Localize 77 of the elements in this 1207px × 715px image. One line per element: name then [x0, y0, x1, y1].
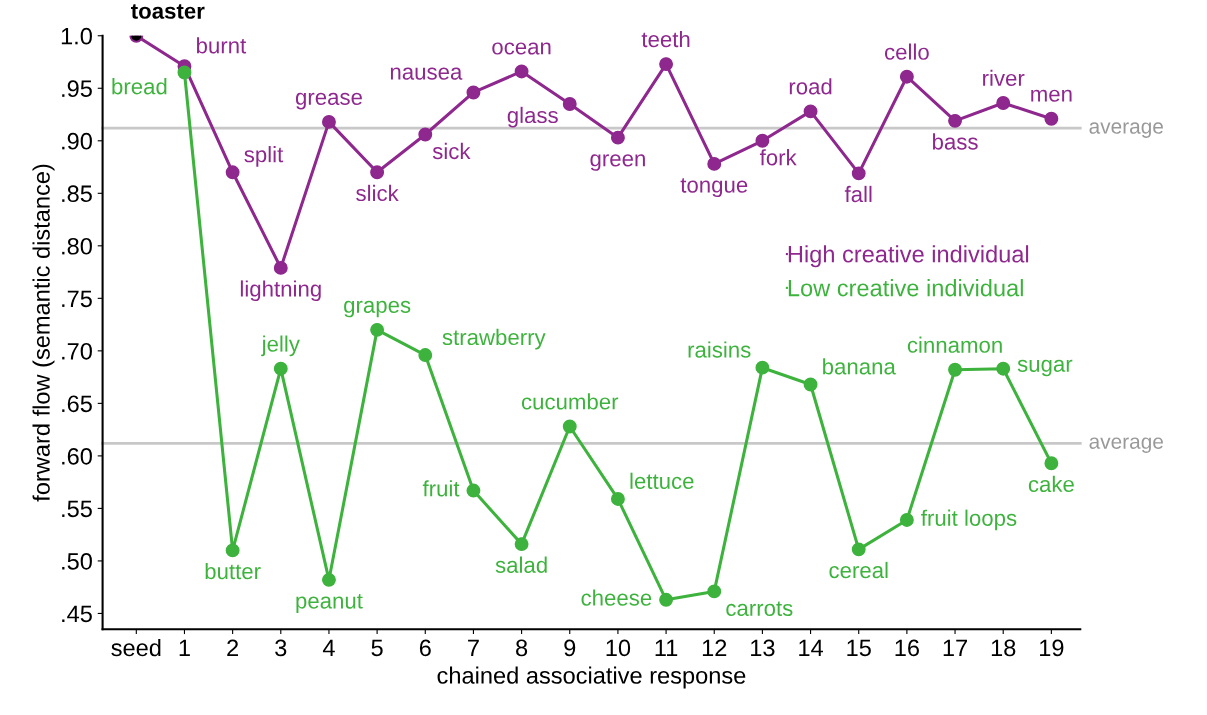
annotation: cello [884, 43, 929, 60]
x-tick-label: 5 [371, 639, 383, 657]
annotation: slick [356, 184, 399, 202]
legend-label: High creative individual [788, 245, 1029, 268]
annotation: fruit [422, 480, 460, 497]
x-tick-label: seed [111, 638, 161, 657]
x-tick-label: 6 [419, 639, 431, 657]
y-tick-label: .65 [62, 395, 92, 413]
x-tick-label: 1 [179, 639, 190, 657]
annotation: strawberry [442, 328, 546, 350]
annotation: tongue [680, 178, 748, 198]
annotation: cereal [829, 561, 888, 579]
x-tick-label: 10 [606, 639, 631, 657]
annotation: ocean [492, 42, 551, 55]
y-tick-label: .85 [62, 185, 92, 203]
y-tick-label: .55 [62, 500, 92, 518]
x-tick-label: 18 [991, 639, 1016, 657]
x-tick-label: 13 [751, 639, 775, 657]
annotation: banana [823, 358, 896, 375]
annotation: grapes [344, 300, 411, 318]
annotation: jelly [261, 335, 300, 357]
annotation: lettuce [630, 472, 694, 490]
x-tick-label: 8 [516, 639, 528, 657]
annotation: lightning [240, 280, 321, 302]
y-axis-title: forward flow (semantic distance) [32, 164, 55, 502]
annotation: teeth [641, 30, 690, 48]
y-tick-label: .70 [62, 342, 92, 360]
annotation: sick [432, 142, 471, 160]
y-tick-label: .60 [62, 447, 92, 465]
annotation: cinnamon [907, 336, 1002, 353]
x-tick-label: 12 [702, 639, 727, 657]
annotation: cucumber [521, 393, 619, 410]
annotation: peanut [296, 594, 363, 614]
x-tick-label: 19 [1040, 639, 1064, 657]
annotation: toaster [131, 4, 205, 19]
y-tick-label: .45 [62, 605, 92, 623]
y-tick-label: 1.0 [61, 27, 92, 45]
annotation: grease [295, 92, 362, 110]
x-axis-title: chained associative response [437, 666, 746, 689]
annotation: river [983, 69, 1025, 87]
y-tick-label: .80 [62, 237, 92, 255]
y-tick-label: .95 [62, 80, 92, 98]
annotation: bass [933, 133, 978, 150]
x-tick-label: 7 [468, 639, 479, 657]
annotation: fork [759, 149, 797, 166]
annotation: raisins [688, 341, 751, 358]
y-tick-label: .50 [62, 553, 92, 570]
annotation: fruit loops [921, 509, 1017, 531]
annotation: nausea [390, 67, 463, 80]
annotation: men [1031, 89, 1072, 102]
annotation: green [590, 154, 645, 171]
x-tick-label: 15 [847, 639, 871, 657]
annotation: road [789, 78, 832, 95]
annotation: glass [507, 106, 558, 128]
annotation: bread [112, 78, 167, 95]
x-tick-label: 14 [799, 639, 823, 657]
annotation: fall [844, 185, 872, 203]
annotation: split [244, 146, 284, 167]
x-tick-label: 4 [322, 639, 335, 657]
x-tick-label: 17 [943, 639, 967, 657]
annotation: cheese [581, 589, 652, 606]
annotation: salad [495, 556, 547, 573]
ref-line-label: average [1089, 122, 1163, 138]
x-tick-label: 16 [895, 639, 919, 657]
annotation: cake [1028, 475, 1074, 493]
legend-label: Low creative individual [788, 279, 1023, 297]
annotation: butter [205, 562, 261, 580]
y-tick-label: .75 [62, 290, 92, 308]
annotation: burnt [197, 37, 247, 54]
y-tick-label: .90 [62, 132, 92, 150]
x-tick-label: 2 [227, 639, 239, 657]
annotation: carrots [726, 601, 793, 617]
x-tick-label: 3 [275, 639, 287, 657]
x-tick-label: 9 [564, 639, 576, 657]
ref-line-label: average [1089, 437, 1163, 453]
annotation: sugar [1017, 359, 1073, 377]
x-tick-label: 11 [655, 639, 678, 657]
